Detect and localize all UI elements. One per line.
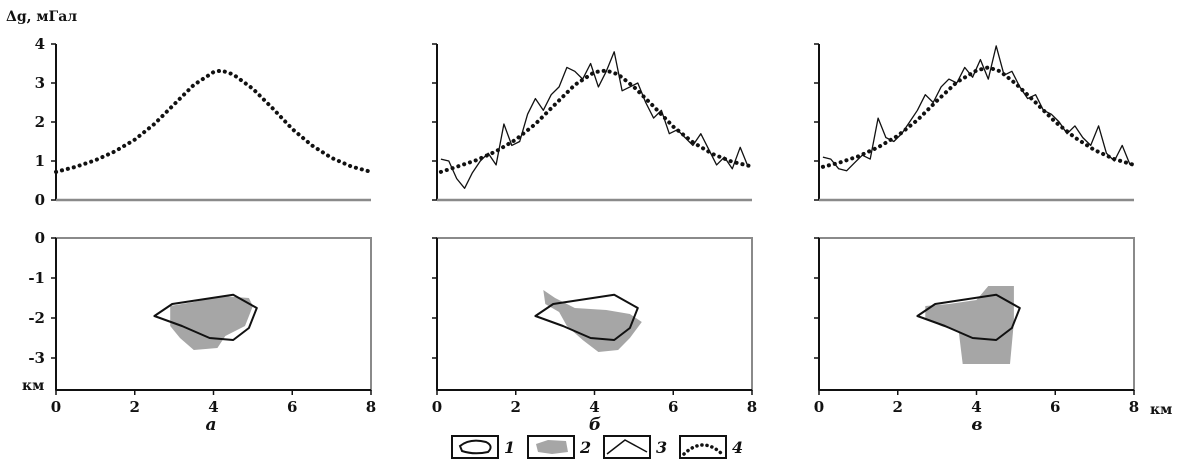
y-tick-label: 4	[35, 35, 45, 53]
depth-tick-label: 0	[35, 229, 45, 247]
model-anomaly-dotted-line	[820, 65, 1136, 169]
solid-line-swatch	[606, 439, 648, 455]
x-tick-label: 0	[814, 398, 824, 416]
observed-anomaly-line	[822, 45, 1131, 172]
panel-letter-a: а	[205, 415, 216, 435]
legend: 1 2 3 4	[451, 435, 743, 459]
x-tick-label: 4	[208, 398, 218, 416]
inversion-solution-fill	[925, 286, 1014, 364]
x-tick-label: 8	[1129, 398, 1139, 416]
legend-item-dotted-line: 4	[679, 435, 743, 459]
depth-axis-unit: км	[22, 378, 44, 394]
depth-tick-label: -3	[28, 349, 45, 367]
x-tick-label: 2	[511, 398, 521, 416]
x-tick-label: 4	[971, 398, 981, 416]
x-tick-label: 8	[747, 398, 757, 416]
legend-number-3: 3	[656, 438, 667, 457]
x-tick-label: 0	[51, 398, 61, 416]
legend-item-fill: 2	[527, 435, 591, 459]
x-tick-label: 6	[1050, 398, 1060, 416]
x-tick-label: 0	[432, 398, 442, 416]
y-tick-label: 2	[35, 113, 45, 131]
gravity-axis-label: Δg, мГал	[6, 9, 77, 25]
legend-number-2: 2	[579, 438, 591, 457]
model-anomaly-dotted-line	[438, 68, 754, 174]
x-tick-label: 4	[589, 398, 599, 416]
legend-number-1: 1	[504, 438, 515, 457]
model-anomaly-dotted-line	[54, 68, 373, 174]
depth-tick-label: -1	[28, 269, 45, 287]
distance-axis-unit: км	[1150, 402, 1172, 418]
panel-letter-v: в	[971, 415, 982, 435]
outline-swatch	[458, 439, 492, 455]
fill-swatch	[536, 440, 568, 454]
model-body-outline	[153, 293, 258, 341]
depth-tick-label: -2	[28, 309, 45, 327]
inversion-solution-fill	[543, 290, 642, 352]
y-tick-label: 3	[35, 74, 45, 92]
x-tick-label: 8	[366, 398, 376, 416]
inversion-solution-fill	[170, 296, 253, 350]
legend-number-4: 4	[732, 438, 743, 457]
data-layer	[54, 45, 1136, 364]
x-tick-label: 2	[893, 398, 903, 416]
y-tick-label: 1	[35, 152, 45, 170]
x-tick-label: 6	[287, 398, 297, 416]
x-tick-label: 2	[130, 398, 140, 416]
dotted-line-swatch	[682, 443, 724, 456]
legend-item-outline: 1	[451, 435, 515, 459]
x-tick-label: 6	[668, 398, 678, 416]
observed-anomaly-line	[440, 51, 749, 189]
panel-letter-b: б	[589, 415, 601, 435]
model-body-outline	[534, 293, 639, 341]
legend-item-solid-line: 3	[603, 435, 667, 459]
y-tick-label: 0	[35, 191, 45, 209]
axes-layer: 0 1 2 3 4 0 -1 -2 -3 0 2 4 6 8 0 2 4 6 8 0 2 4 6 8	[28, 35, 1139, 416]
model-body-outline	[916, 293, 1021, 341]
